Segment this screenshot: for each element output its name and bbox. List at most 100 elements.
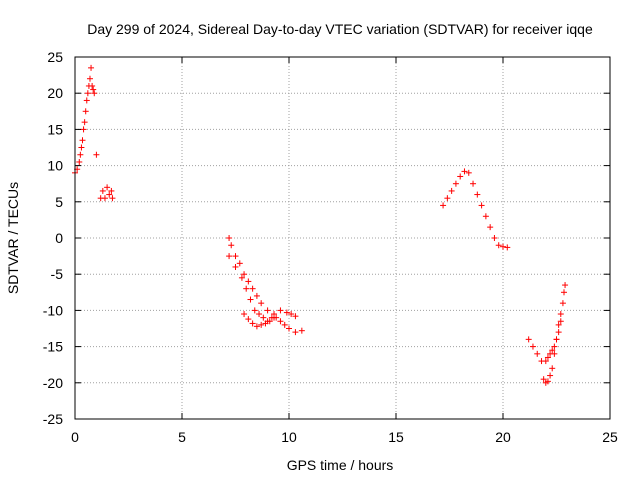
data-point [81,119,88,126]
series-pass-5-lower [525,318,564,365]
data-point [249,285,256,292]
y-tick-label: -10 [43,302,63,318]
data-point [232,263,239,270]
x-tick-label: 20 [495,429,511,445]
data-point [281,321,288,328]
data-point [262,320,269,327]
x-tick-label: 10 [281,429,297,445]
data-point [82,108,89,115]
data-point [106,191,113,198]
series-pass-3-upper [226,235,299,320]
data-point [241,271,248,278]
data-point [544,354,551,361]
data-point [557,318,564,325]
data-point [495,242,502,249]
data-point [104,184,111,191]
data-point [86,75,93,82]
data-point [440,202,447,209]
data-point [249,320,256,327]
data-point [277,307,284,314]
data-point [108,187,115,194]
data-point [99,187,106,194]
data-point [482,213,489,220]
data-point [109,195,116,202]
y-tick-label: -5 [51,266,64,282]
data-point [88,64,95,71]
data-point [80,126,87,133]
data-point [266,318,273,325]
data-point [90,86,97,93]
x-tick-label: 5 [178,429,186,445]
data-point [542,358,549,365]
data-points [72,64,569,386]
data-point [83,97,90,104]
data-point [228,242,235,249]
data-point [101,195,108,202]
data-point [241,311,248,318]
x-tick-label: 25 [602,429,618,445]
data-point [258,321,265,328]
data-point [288,311,295,318]
data-point [256,311,263,318]
data-point [283,309,290,316]
data-point [540,376,547,383]
data-point [78,144,85,151]
data-point [559,300,566,307]
data-point [245,278,252,285]
data-point [243,285,250,292]
y-axis-label: SDTVAR / TECUs [5,182,21,294]
grid [75,57,610,419]
x-tick-labels: 0 5 10 15 20 25 [71,429,618,445]
data-point [529,343,536,350]
data-point [491,235,498,241]
data-point [277,318,284,325]
data-point [551,350,558,357]
data-point [461,168,468,175]
data-point [286,325,292,332]
data-point [555,329,562,336]
data-point [226,253,233,260]
series-pass-1-outlier [93,151,100,158]
data-point [551,343,558,350]
data-point [91,90,98,97]
data-point [525,336,532,343]
y-tick-label: -15 [43,339,63,355]
data-point [478,202,485,209]
data-point [89,82,96,89]
data-point [457,173,464,180]
data-point [264,307,271,314]
data-point [251,307,258,314]
y-tick-label: -25 [43,411,63,427]
chart-title: Day 299 of 2024, Sidereal Day-to-day VTE… [87,21,593,37]
y-tick-label: 20 [47,85,63,101]
data-point [253,323,260,330]
data-point [271,314,278,321]
data-point [245,316,252,323]
data-point [238,274,245,281]
data-point [555,321,562,328]
x-tick-label: 0 [71,429,79,445]
data-point [292,329,299,336]
data-point [549,365,556,372]
axis-ticks [74,56,611,420]
data-point [544,378,551,385]
data-point [504,244,511,251]
data-point [444,195,451,202]
data-point [549,347,556,354]
data-point [258,300,265,307]
data-point [452,180,459,187]
data-point [557,311,564,318]
x-tick-label: 15 [388,429,404,445]
y-tick-labels: -25 -20 -15 -10 -5 0 5 10 15 20 25 [43,49,63,427]
data-point [560,289,567,296]
data-point [487,224,494,231]
data-point [93,151,100,158]
data-point [232,253,239,260]
data-point [253,292,260,299]
data-point [553,336,560,343]
y-tick-label: 10 [47,158,63,174]
y-tick-label: 5 [55,194,63,210]
y-tick-label: 15 [47,121,63,137]
data-point [562,282,569,289]
